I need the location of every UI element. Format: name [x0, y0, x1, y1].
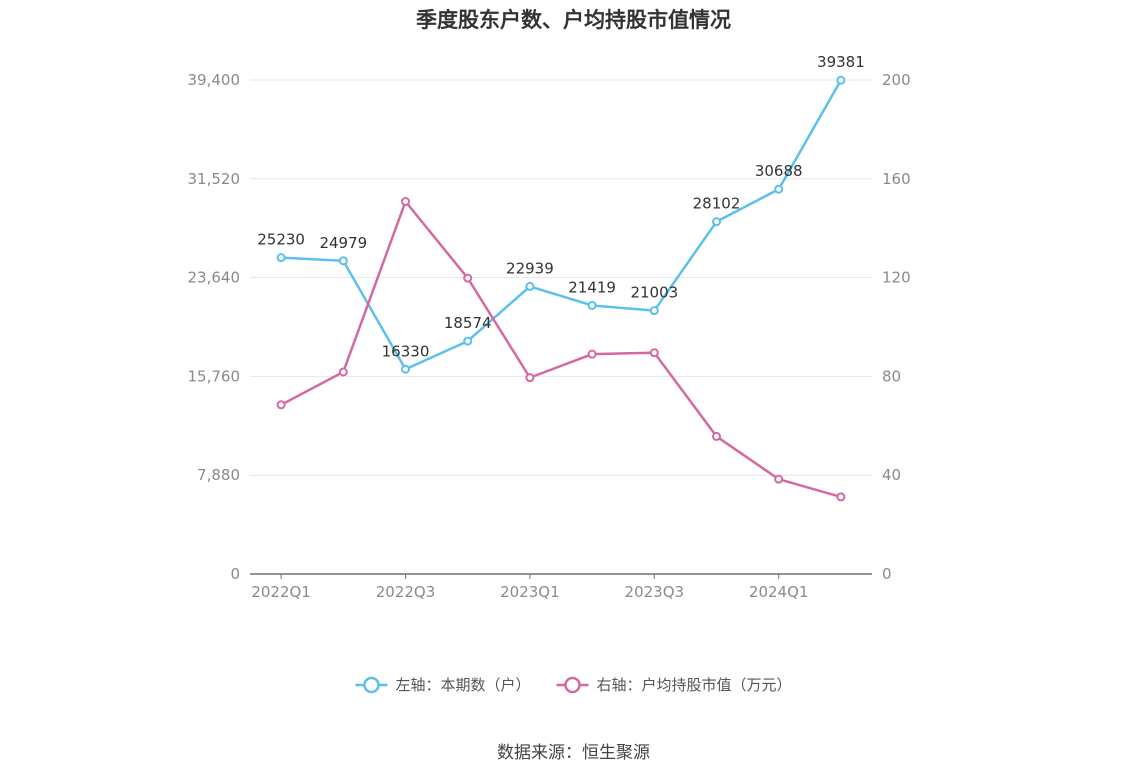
series-line-1: [280, 200, 842, 499]
data-label: 28102: [693, 195, 741, 213]
data-point[interactable]: [401, 364, 410, 374]
left-axis-ticks: 0 7,880 15,760 23,640 31,520 39,400: [188, 71, 241, 583]
data-point[interactable]: [338, 256, 348, 266]
data-point[interactable]: [525, 281, 535, 291]
right-tick-label: 160: [882, 170, 911, 188]
right-tick-label: 0: [882, 565, 892, 583]
legend-marker-icon: [363, 676, 380, 694]
legend-marker-icon: [564, 676, 581, 694]
data-point[interactable]: [774, 474, 784, 484]
data-point[interactable]: [587, 300, 597, 310]
data-label: 25230: [257, 231, 305, 249]
data-point[interactable]: [836, 75, 846, 85]
data-label: 16330: [382, 342, 430, 360]
right-tick-label: 40: [882, 466, 901, 484]
data-labels: 25230 24979 16330 18574 22939 21419 21003 28102…: [257, 53, 865, 360]
left-tick-label: 39,400: [188, 71, 241, 89]
series-line-0: [281, 79, 842, 371]
right-tick-label: 200: [882, 71, 911, 89]
data-label: 21003: [630, 284, 678, 302]
data-point[interactable]: [587, 349, 597, 359]
data-point[interactable]: [649, 306, 659, 316]
data-point[interactable]: [276, 400, 286, 410]
chart-title: 季度股东户数、户均持股市值情况: [416, 8, 731, 32]
data-point[interactable]: [525, 373, 535, 383]
right-tick-label: 120: [882, 269, 911, 287]
data-point[interactable]: [276, 253, 286, 263]
legend[interactable]: 左轴：本期数（户） 右轴：户均持股市值（万元）: [355, 676, 792, 694]
data-label: 30688: [755, 162, 803, 180]
x-tick-label: 2023Q1: [500, 583, 560, 601]
left-tick-label: 31,520: [188, 170, 241, 188]
left-tick-label: 15,760: [188, 367, 241, 385]
right-axis-ticks: 0 40 80 120 160 200: [882, 71, 911, 583]
grid-lines: [250, 79, 872, 476]
legend-item-1[interactable]: 右轴：户均持股市值（万元）: [556, 676, 792, 694]
series-layer: [276, 75, 846, 502]
data-point[interactable]: [401, 197, 410, 207]
data-point[interactable]: [774, 184, 784, 194]
source-note: 数据来源：恒生聚源: [497, 743, 650, 763]
left-tick-label: 23,640: [188, 269, 241, 287]
x-tick-label: 2022Q3: [376, 583, 436, 601]
data-label: 22939: [506, 259, 554, 277]
data-label: 21419: [568, 278, 616, 296]
legend-label: 左轴：本期数（户）: [395, 676, 530, 694]
data-point[interactable]: [463, 336, 473, 346]
left-tick-label: 7,880: [197, 466, 240, 484]
data-point[interactable]: [463, 273, 473, 283]
legend-label: 右轴：户均持股市值（万元）: [597, 676, 792, 694]
x-tick-label: 2024Q1: [749, 583, 809, 601]
data-point[interactable]: [338, 367, 348, 377]
data-point[interactable]: [712, 431, 721, 441]
data-label: 18574: [444, 314, 492, 332]
x-tick-label: 2022Q1: [251, 583, 311, 601]
right-tick-label: 80: [882, 367, 901, 385]
data-point[interactable]: [649, 348, 659, 358]
x-axis: 2022Q1 2022Q3 2023Q1 2023Q3 2024Q1: [250, 573, 872, 601]
x-tick-label: 2023Q3: [625, 583, 685, 601]
data-label: 24979: [319, 234, 367, 252]
left-tick-label: 0: [230, 565, 240, 583]
data-point[interactable]: [712, 217, 721, 227]
legend-item-0[interactable]: 左轴：本期数（户）: [355, 676, 531, 694]
data-point[interactable]: [836, 492, 846, 502]
data-label: 39381: [817, 53, 865, 71]
